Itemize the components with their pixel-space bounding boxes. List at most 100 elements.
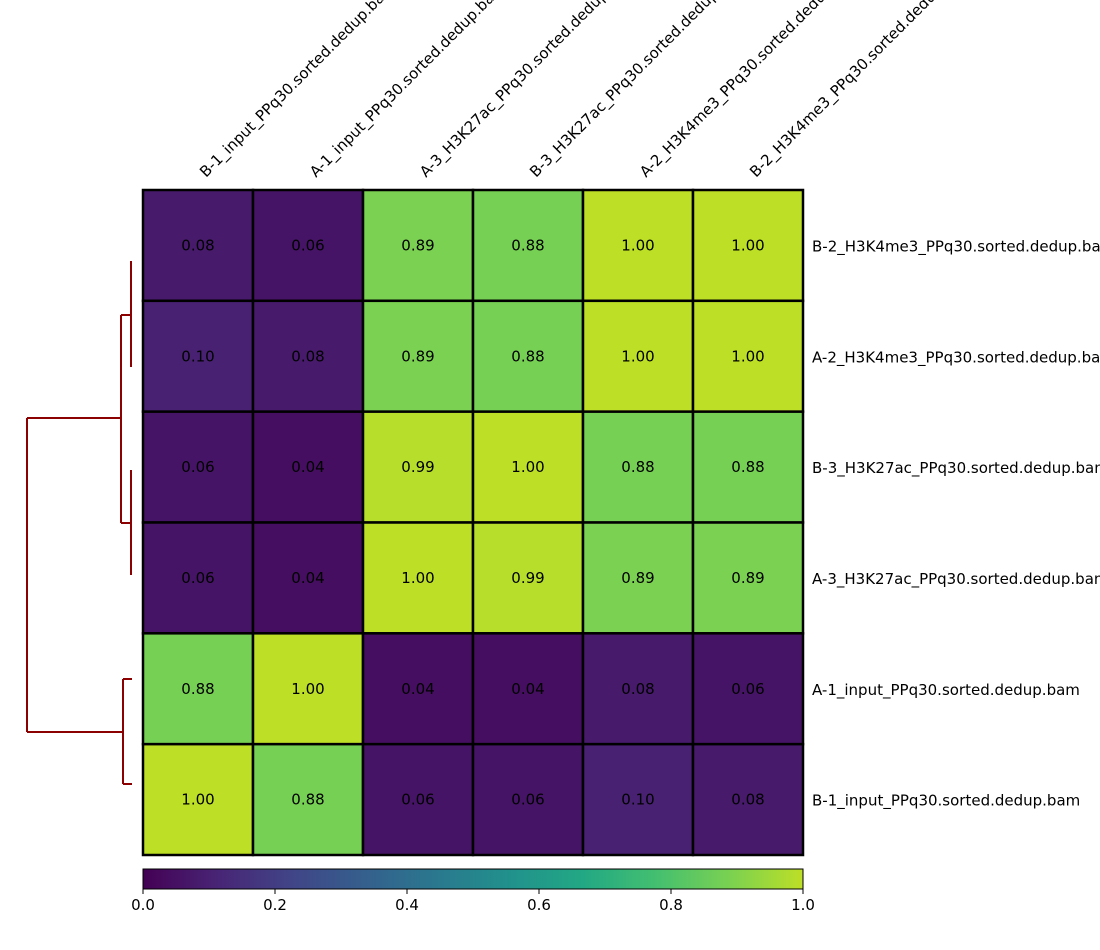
heatmap-cell: 1.00 (581, 299, 695, 413)
cell-rect (581, 299, 695, 413)
cell-value-label: 0.10 (621, 791, 654, 809)
cell-rect (471, 188, 585, 303)
cell-value-label: 0.88 (731, 458, 764, 476)
colorbar-tick-label: 0.6 (527, 896, 551, 914)
row-label: A-3_H3K27ac_PPq30.sorted.dedup.bam (812, 570, 1100, 589)
cell-value-label: 0.08 (291, 347, 324, 365)
cell-rect (581, 632, 695, 746)
colorbar-tick-label: 0.0 (131, 896, 155, 914)
heatmap-cell: 0.88 (581, 410, 695, 524)
heatmap-cell: 0.06 (141, 410, 255, 524)
heatmap-cell: 0.06 (691, 632, 805, 746)
cell-value-label: 0.06 (181, 569, 214, 587)
cell-rect (581, 742, 695, 857)
colorbar-tick-label: 0.4 (395, 896, 419, 914)
cell-value-label: 0.10 (181, 347, 214, 365)
cell-value-label: 0.08 (731, 791, 764, 809)
cell-value-label: 1.00 (731, 236, 764, 254)
cell-rect (581, 410, 695, 524)
cell-rect (361, 521, 475, 635)
cell-value-label: 0.88 (511, 347, 544, 365)
cell-value-label: 1.00 (621, 236, 654, 254)
cell-value-label: 0.89 (731, 569, 764, 587)
cell-value-label: 1.00 (511, 458, 544, 476)
heatmap-cell: 0.08 (141, 188, 255, 303)
heatmap-cells: 0.08 0.06 0.89 0.88 1.00 1.00 0.10 0.08 0.89 0.88… (141, 188, 805, 857)
cell-rect (251, 742, 365, 857)
heatmap-cell: 0.10 (581, 742, 695, 857)
cell-rect (581, 188, 695, 303)
cell-value-label: 0.88 (181, 680, 214, 698)
heatmap-cell: 0.06 (471, 742, 585, 857)
cell-value-label: 0.04 (401, 680, 434, 698)
cell-rect (691, 521, 805, 635)
colorbar-tick-label: 0.2 (263, 896, 287, 914)
cell-value-label: 0.99 (401, 458, 434, 476)
heatmap-cell: 0.04 (471, 632, 585, 746)
row-label: A-1_input_PPq30.sorted.dedup.bam (812, 681, 1080, 700)
cell-value-label: 0.08 (621, 680, 654, 698)
cell-value-label: 0.89 (621, 569, 654, 587)
heatmap-cell: 1.00 (251, 632, 365, 746)
heatmap-cell: 0.08 (251, 299, 365, 413)
heatmap-cell: 0.10 (141, 299, 255, 413)
cell-value-label: 0.89 (401, 236, 434, 254)
colorbar-gradient (142, 868, 804, 890)
heatmap-cell: 1.00 (141, 742, 255, 857)
cell-rect (251, 188, 365, 303)
column-labels: B-1_input_PPq30.sorted.dedup.bamA-1_inpu… (196, 0, 974, 182)
heatmap-cell: 1.00 (581, 188, 695, 303)
row-label: A-2_H3K4me3_PPq30.sorted.dedup.bam (812, 348, 1100, 367)
cell-rect (141, 410, 255, 524)
colorbar: 0.0 0.2 0.4 0.6 0.8 1.0 (131, 868, 815, 914)
cell-rect (471, 299, 585, 413)
heatmap-cell: 0.04 (251, 410, 365, 524)
colorbar-tick-label: 0.8 (659, 896, 683, 914)
row-label: B-2_H3K4me3_PPq30.sorted.dedup.bam (812, 237, 1100, 256)
cell-value-label: 0.06 (511, 791, 544, 809)
heatmap-cell: 0.88 (141, 632, 255, 746)
cell-value-label: 1.00 (401, 569, 434, 587)
cell-rect (361, 299, 475, 413)
heatmap-cell: 0.06 (361, 742, 475, 857)
cell-value-label: 0.88 (291, 791, 324, 809)
heatmap-cell: 0.88 (471, 299, 585, 413)
cell-rect (141, 742, 255, 857)
heatmap-cell: 0.88 (471, 188, 585, 303)
column-label: B-1_input_PPq30.sorted.dedup.bam (196, 0, 399, 182)
heatmap-cell: 0.08 (581, 632, 695, 746)
cell-rect (691, 299, 805, 413)
cell-value-label: 0.04 (291, 569, 324, 587)
cell-value-label: 0.06 (401, 791, 434, 809)
heatmap-cell: 0.04 (251, 521, 365, 635)
cell-rect (471, 742, 585, 857)
row-labels: B-2_H3K4me3_PPq30.sorted.dedup.bam A-2_H3… (812, 237, 1100, 810)
cell-rect (251, 410, 365, 524)
row-dendrogram (26, 261, 132, 785)
cell-rect (691, 742, 805, 857)
heatmap-cell: 0.89 (691, 521, 805, 635)
cell-value-label: 0.88 (511, 236, 544, 254)
heatmap-cell: 0.89 (361, 188, 475, 303)
heatmap-cell: 0.08 (691, 742, 805, 857)
cell-value-label: 0.89 (401, 347, 434, 365)
cell-rect (581, 521, 695, 635)
cell-value-label: 0.06 (731, 680, 764, 698)
heatmap-cell: 0.88 (691, 410, 805, 524)
cell-value-label: 0.88 (621, 458, 654, 476)
heatmap-cell: 0.89 (581, 521, 695, 635)
cell-rect (361, 410, 475, 524)
heatmap-cell: 1.00 (691, 299, 805, 413)
row-label: B-3_H3K27ac_PPq30.sorted.dedup.bam (812, 459, 1100, 478)
cell-value-label: 1.00 (621, 347, 654, 365)
heatmap-cell: 0.88 (251, 742, 365, 857)
cell-rect (361, 632, 475, 746)
cell-value-label: 0.06 (181, 458, 214, 476)
cell-rect (251, 521, 365, 635)
heatmap-cell: 0.06 (251, 188, 365, 303)
cell-rect (141, 299, 255, 413)
heatmap-cell: 1.00 (691, 188, 805, 303)
cell-value-label: 0.08 (181, 236, 214, 254)
cell-value-label: 1.00 (181, 791, 214, 809)
